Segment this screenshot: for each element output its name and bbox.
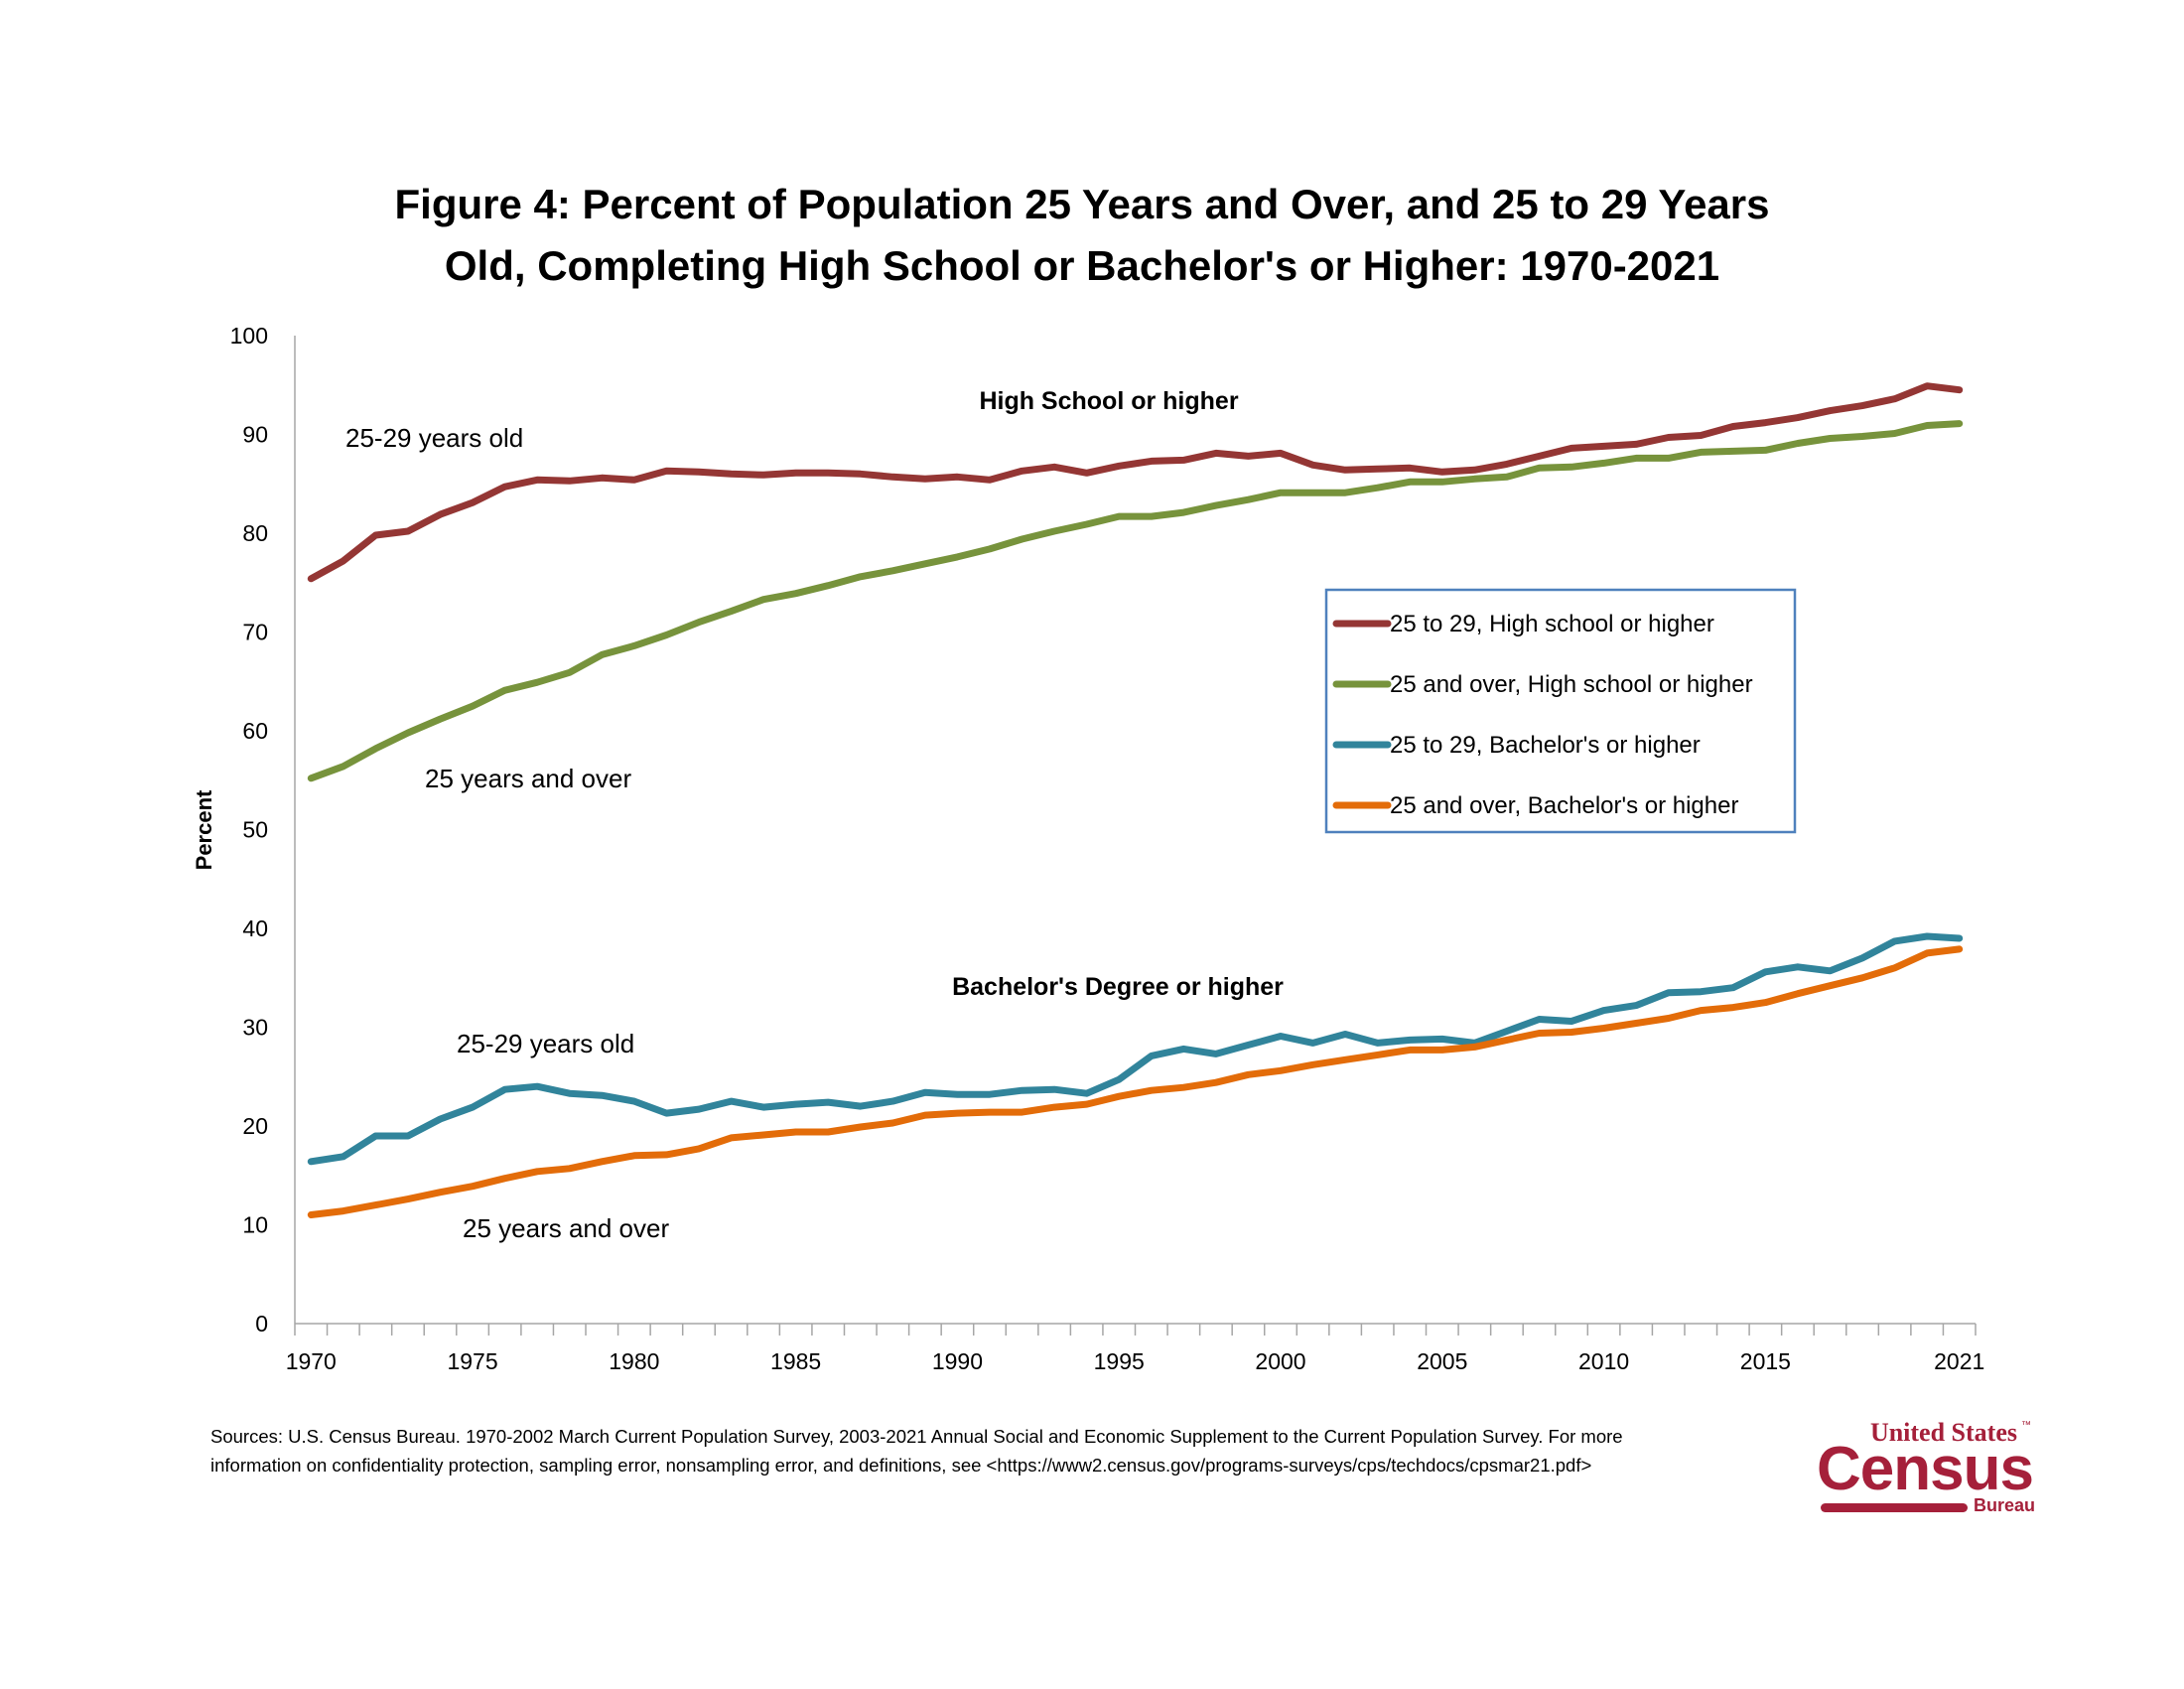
legend-box: [1324, 588, 1797, 834]
x-tick-labels: 1970 1975 1980 1985 1990 1995 2000 2005 2010 2015…: [286, 1348, 1985, 1374]
series-lines: [307, 382, 1964, 1218]
legend-label-1: 25 to 29, High school or higher: [1390, 611, 1714, 637]
x-tick-label: 2010: [1578, 1348, 1629, 1374]
census-bureau-logo: United States ™ Census Bureau: [1807, 1418, 2035, 1517]
logo-bar: [1821, 1503, 1968, 1512]
x-tick-label: 2015: [1740, 1348, 1791, 1374]
x-tick-label: 1970: [286, 1348, 337, 1374]
series-line-4: [307, 945, 1964, 1218]
y-tick-label: 70: [242, 620, 268, 645]
legend-label-4: 25 and over, Bachelor's or higher: [1390, 792, 1738, 819]
legend: 25 to 29, High school or higher 25 and ov…: [1324, 588, 1797, 834]
annotation-hs-old: 25 years and over: [425, 764, 631, 793]
x-tick-label: 1995: [1094, 1348, 1145, 1374]
annotation-hs-young: 25-29 years old: [345, 423, 523, 453]
x-tick-label: 1980: [609, 1348, 659, 1374]
y-tick-label: 80: [242, 520, 268, 546]
annotation-hs-group: High School or higher: [979, 387, 1238, 415]
logo-united-states: United States: [1869, 1418, 2017, 1447]
y-tick-labels: 0 10 20 30 40 50 60 70 80 90 100: [230, 323, 268, 1337]
y-tick-label: 60: [242, 718, 268, 744]
annotation-ba-group: Bachelor's Degree or higher: [952, 973, 1284, 1001]
chart-title-line-1: Figure 4: Percent of Population 25 Years…: [395, 181, 1770, 227]
annotation-ba-old: 25 years and over: [463, 1213, 669, 1243]
annotation-ba-young: 25-29 years old: [457, 1029, 634, 1058]
series-line-3: [307, 932, 1964, 1166]
y-tick-label: 40: [242, 915, 268, 941]
sources-note: Sources: U.S. Census Bureau. 1970-2002 M…: [210, 1426, 1623, 1476]
x-tick-label: 2005: [1417, 1348, 1467, 1374]
y-tick-label: 100: [230, 323, 268, 349]
series-line-1: [307, 382, 1964, 583]
chart-title-line-2: Old, Completing High School or Bachelor'…: [445, 242, 1719, 289]
y-tick-label: 0: [255, 1311, 268, 1337]
series-line-2: [307, 420, 1964, 782]
logo-trademark: ™: [2021, 1420, 2031, 1431]
y-tick-label: 30: [242, 1015, 268, 1041]
x-tick-label: 1975: [447, 1348, 497, 1374]
y-tick-label: 10: [242, 1212, 268, 1238]
axes: [294, 336, 1977, 1336]
logo-census: Census: [1817, 1435, 2034, 1503]
legend-label-2: 25 and over, High school or higher: [1390, 671, 1753, 698]
x-tick-label: 2021: [1934, 1348, 1984, 1374]
x-tick-label: 1990: [932, 1348, 983, 1374]
y-tick-label: 90: [242, 422, 268, 448]
logo-bureau: Bureau: [1974, 1495, 2036, 1515]
x-tick-label: 1985: [770, 1348, 821, 1374]
y-tick-label: 50: [242, 817, 268, 843]
x-tick-label: 2000: [1255, 1348, 1305, 1374]
y-tick-label: 20: [242, 1113, 268, 1139]
legend-label-3: 25 to 29, Bachelor's or higher: [1390, 732, 1701, 759]
y-axis-label: Percent: [192, 789, 216, 870]
